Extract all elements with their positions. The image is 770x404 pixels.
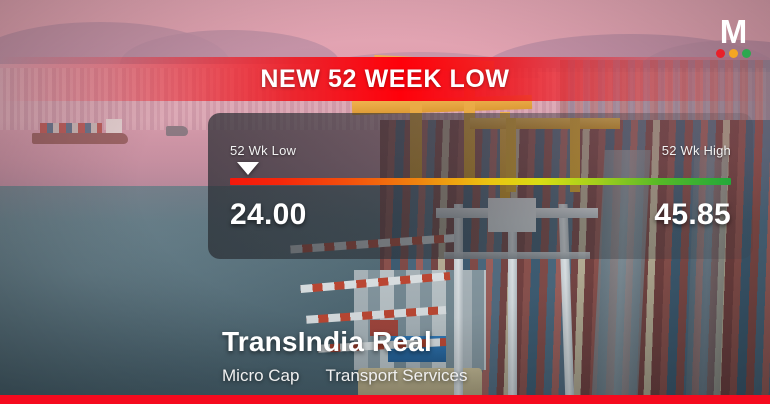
company-meta: Micro Cap Transport Services — [222, 366, 468, 386]
range-gradient-track — [230, 178, 731, 185]
logo-dots — [712, 49, 754, 58]
company-name: TransIndia Real — [222, 326, 432, 357]
range-marker-row — [230, 162, 731, 178]
market-cap-label: Micro Cap — [222, 366, 300, 385]
sector-label: Transport Services — [325, 366, 468, 385]
range-labels: 52 Wk Low 52 Wk High — [230, 143, 731, 158]
alert-banner: NEW 52 WEEK LOW — [0, 57, 770, 101]
company-info: TransIndia Real Micro Cap Transport Serv… — [222, 326, 468, 386]
current-price-marker-icon — [237, 162, 260, 175]
high-value: 45.85 — [654, 198, 731, 231]
high-label: 52 Wk High — [661, 143, 731, 158]
logo-dot-red — [715, 49, 725, 58]
logo-dot-orange — [728, 49, 738, 58]
logo-letter-m: M — [719, 13, 748, 50]
logo-dot-green — [741, 49, 751, 58]
tugboat — [166, 126, 188, 136]
bottom-accent-bar — [0, 395, 770, 404]
range-values: 24.00 45.85 — [230, 198, 731, 232]
low-value: 24.00 — [230, 198, 307, 231]
marketsmith-logo: M — [712, 13, 754, 58]
low-label: 52 Wk Low — [230, 143, 297, 158]
fifty-two-week-range-card: 52 Wk Low 52 Wk High 24.00 45.85 — [208, 113, 753, 259]
banner-headline: NEW 52 WEEK LOW — [260, 64, 510, 93]
container-ship — [352, 268, 488, 404]
cargo-ship-small — [32, 118, 128, 144]
